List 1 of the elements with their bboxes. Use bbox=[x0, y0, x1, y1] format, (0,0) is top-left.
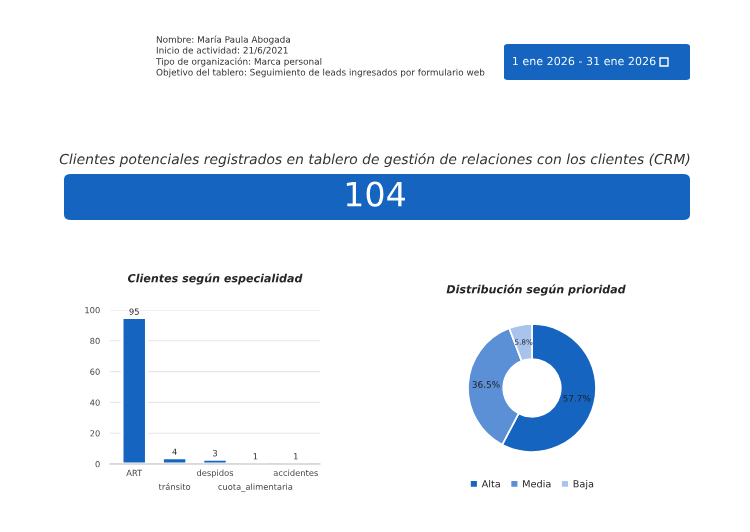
text: 104 bbox=[346, 181, 405, 207]
